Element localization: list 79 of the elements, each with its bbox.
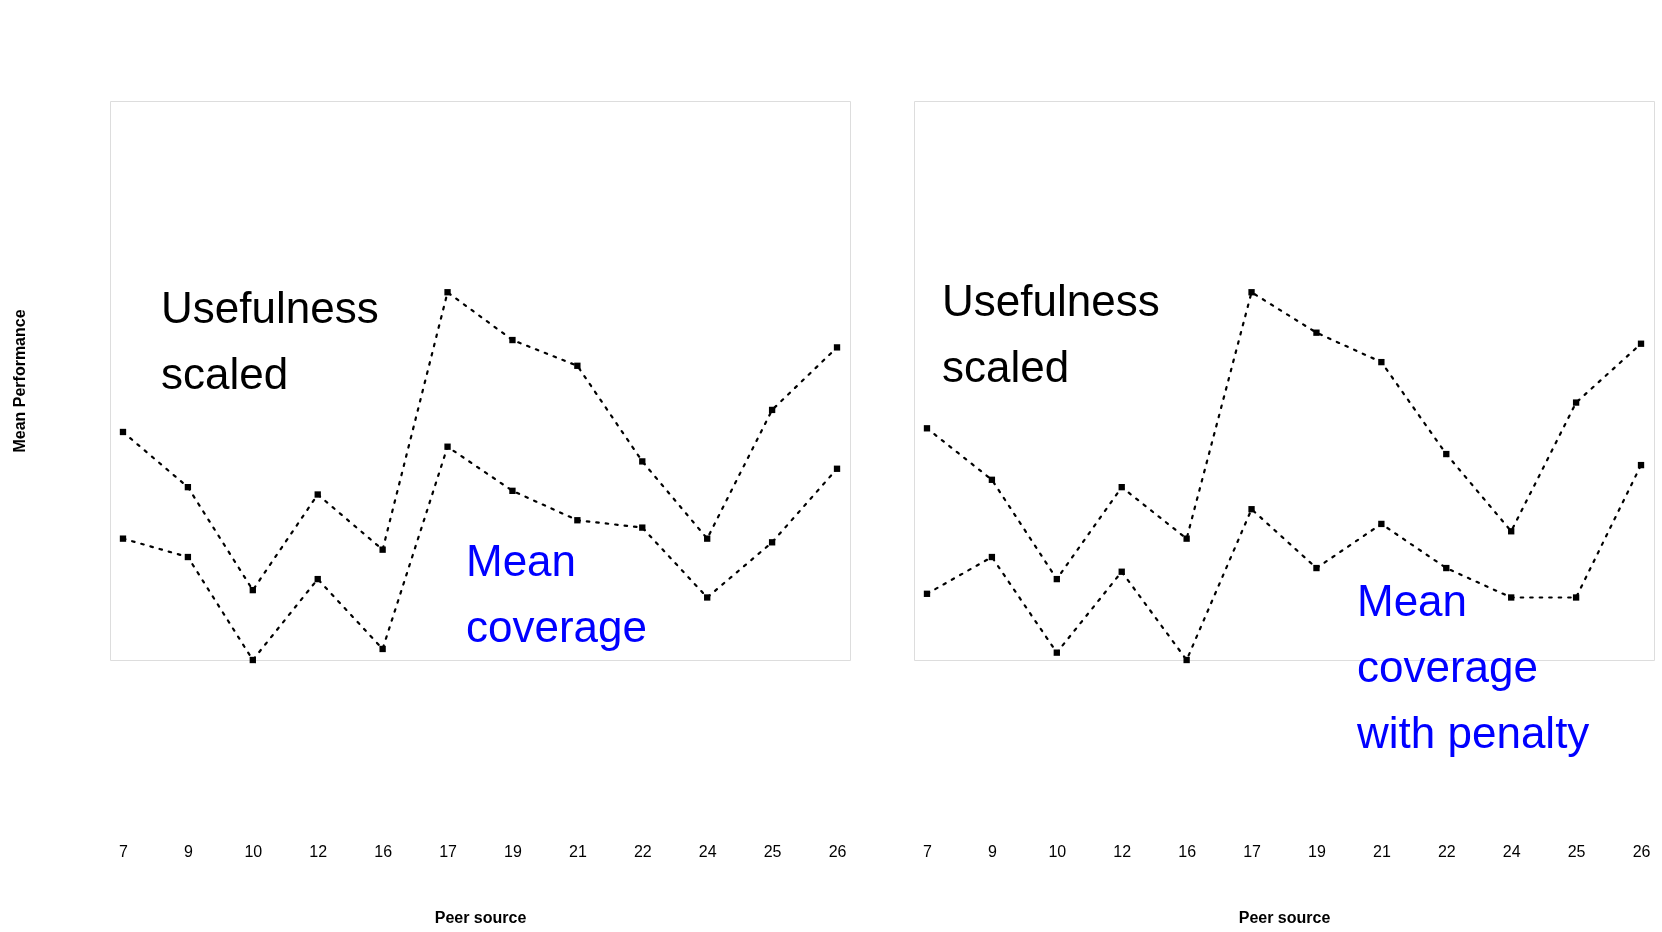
point	[1572, 399, 1580, 406]
point	[988, 476, 996, 483]
x-tick-label: 17	[439, 842, 458, 860]
x-tick-label: 22	[633, 842, 652, 860]
x-tick-label: 21	[1372, 842, 1391, 860]
point	[1313, 329, 1320, 336]
point	[1508, 528, 1515, 535]
x-tick-label: 21	[568, 842, 587, 860]
series-label: Usefulness scaled	[161, 283, 379, 398]
point	[444, 443, 451, 450]
x-tick-label: 26	[828, 842, 847, 860]
point	[1183, 535, 1190, 542]
x-tick-label: 22	[1437, 842, 1456, 860]
series-label: Usefulness scaled	[942, 276, 1160, 391]
point	[1313, 564, 1320, 572]
point	[1183, 656, 1190, 664]
x-axis-title: Peer source	[434, 908, 527, 926]
point	[574, 362, 581, 369]
x-tick-label: 12	[309, 842, 328, 860]
point	[184, 483, 192, 491]
point	[704, 535, 711, 542]
x-tick-label: 24	[1502, 842, 1521, 860]
point	[988, 553, 996, 561]
x-tick-label: 9	[183, 842, 193, 860]
point	[1572, 594, 1580, 601]
y-axis-title: Mean Performance	[10, 309, 28, 453]
point	[119, 535, 127, 542]
point	[1053, 575, 1060, 583]
x-tick-label: 7	[119, 842, 129, 860]
point	[1053, 649, 1060, 656]
point	[833, 465, 841, 472]
x-tick-label: 12	[1113, 842, 1132, 860]
point	[1248, 506, 1255, 513]
x-tick-label: 19	[504, 842, 522, 860]
x-tick-label: 26	[1632, 842, 1651, 860]
point	[1443, 450, 1450, 458]
point	[768, 406, 776, 414]
point	[314, 575, 321, 583]
x-tick-label: 7	[923, 842, 933, 860]
point	[704, 594, 711, 601]
point	[639, 458, 646, 465]
x-tick-label: 10	[244, 842, 263, 860]
x-axis-title: Peer source	[1238, 908, 1331, 926]
x-tick-label: 16	[374, 842, 393, 860]
x-tick-label: 24	[698, 842, 717, 860]
x-tick-label: 9	[987, 842, 997, 860]
point	[119, 428, 127, 436]
x-tick-label: 17	[1243, 842, 1262, 860]
point	[1118, 483, 1125, 491]
point	[509, 487, 516, 494]
point	[1378, 358, 1385, 366]
point	[768, 539, 776, 546]
x-tick-label: 25	[763, 842, 782, 860]
point	[509, 336, 516, 344]
point	[574, 517, 581, 524]
point	[1118, 568, 1125, 575]
x-tick-label: 19	[1308, 842, 1326, 860]
point	[184, 553, 192, 561]
x-tick-label: 10	[1048, 842, 1067, 860]
point	[379, 546, 386, 553]
point	[379, 645, 386, 653]
series-label: Mean coverage with penalty	[1356, 576, 1590, 757]
point	[1637, 461, 1645, 469]
point	[1443, 564, 1450, 572]
point	[1508, 594, 1515, 601]
point	[639, 524, 646, 531]
point	[249, 586, 256, 594]
point	[1637, 340, 1645, 347]
x-tick-label: 16	[1178, 842, 1197, 860]
point	[923, 425, 931, 432]
point	[249, 656, 256, 664]
x-tick-label: 25	[1567, 842, 1586, 860]
series-label: Mean coverage	[466, 536, 648, 651]
point	[1378, 520, 1385, 528]
point	[444, 289, 451, 296]
point	[1248, 289, 1255, 296]
point	[314, 491, 321, 498]
point	[923, 590, 931, 597]
point	[833, 344, 841, 351]
